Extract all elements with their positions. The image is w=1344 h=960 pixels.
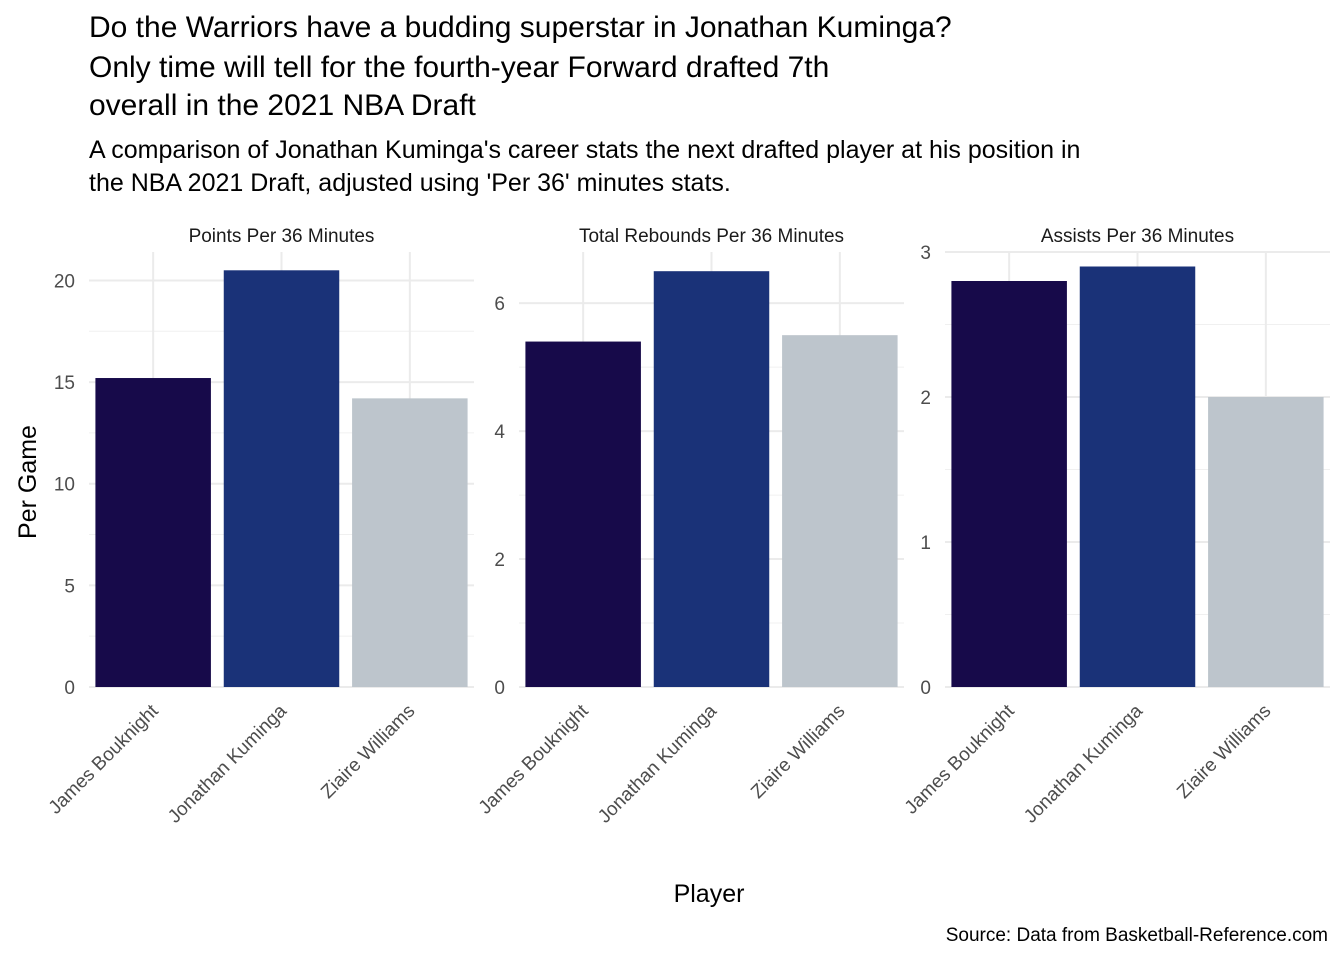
bar — [951, 281, 1067, 687]
y-axis-title: Per Game — [14, 425, 42, 539]
x-tick-label: Jonathan Kuminga — [164, 700, 291, 827]
bar — [1208, 397, 1324, 687]
y-tick-label: 15 — [54, 373, 75, 394]
chart-subtitle: A comparison of Jonathan Kuminga's caree… — [89, 136, 1080, 197]
y-tick-label: 2 — [494, 550, 505, 571]
chart-title-line-3: overall in the 2021 NBA Draft — [89, 89, 477, 122]
y-tick-label: 0 — [494, 678, 505, 699]
x-tick-label: Jonathan Kuminga — [594, 700, 721, 827]
x-tick-label: Jonathan Kuminga — [1020, 700, 1147, 827]
x-tick-label: James Bouknight — [45, 700, 163, 818]
y-tick-label: 2 — [920, 388, 931, 409]
facet-panel: Assists Per 36 Minutes 0 1 2 3 James Bouknigh… — [901, 226, 1330, 828]
x-tick-label: Ziaire Williams — [317, 701, 419, 803]
y-tick-label: 3 — [920, 243, 931, 264]
chart-title-line-1: Do the Warriors have a budding superstar… — [89, 11, 952, 44]
bar — [782, 335, 898, 687]
y-tick-label: 10 — [54, 475, 75, 496]
x-tick-label: James Bouknight — [901, 700, 1019, 818]
y-tick-label: 4 — [494, 422, 505, 443]
y-tick-label: 5 — [64, 576, 75, 597]
bar — [95, 378, 211, 687]
y-tick-label: 0 — [920, 678, 931, 699]
bar — [1079, 266, 1196, 687]
facet-strip-label: Points Per 36 Minutes — [189, 226, 375, 247]
facet-strip-label: Total Rebounds Per 36 Minutes — [579, 226, 844, 247]
facet-panel: Total Rebounds Per 36 Minutes 0 2 4 6 James B… — [475, 226, 904, 828]
facet-strip-label: Assists Per 36 Minutes — [1041, 226, 1234, 247]
chart-title: Do the Warriors have a budding superstar… — [89, 11, 952, 122]
source-caption: Source: Data from Basketball-Reference.c… — [946, 925, 1328, 946]
chart-title-line-2: Only time will tell for the fourth-year … — [89, 51, 829, 84]
x-tick-label: James Bouknight — [475, 700, 593, 818]
bar — [525, 341, 641, 687]
chart-subtitle-line-2: the NBA 2021 Draft, adjusted using 'Per … — [89, 169, 731, 197]
x-tick-label: Ziaire Williams — [1173, 701, 1275, 803]
bar — [352, 398, 468, 687]
x-tick-label: Ziaire Williams — [747, 701, 849, 803]
bar — [653, 271, 770, 687]
bar — [223, 270, 340, 687]
y-tick-label: 0 — [64, 678, 75, 699]
y-tick-label: 1 — [920, 533, 931, 554]
y-tick-label: 20 — [54, 271, 75, 292]
x-axis-title: Player — [674, 880, 745, 908]
y-tick-label: 6 — [494, 294, 505, 315]
chart-subtitle-line-1: A comparison of Jonathan Kuminga's caree… — [89, 136, 1080, 164]
facet-panel: Points Per 36 Minutes 0 5 10 15 20 James Boukn… — [45, 226, 474, 828]
